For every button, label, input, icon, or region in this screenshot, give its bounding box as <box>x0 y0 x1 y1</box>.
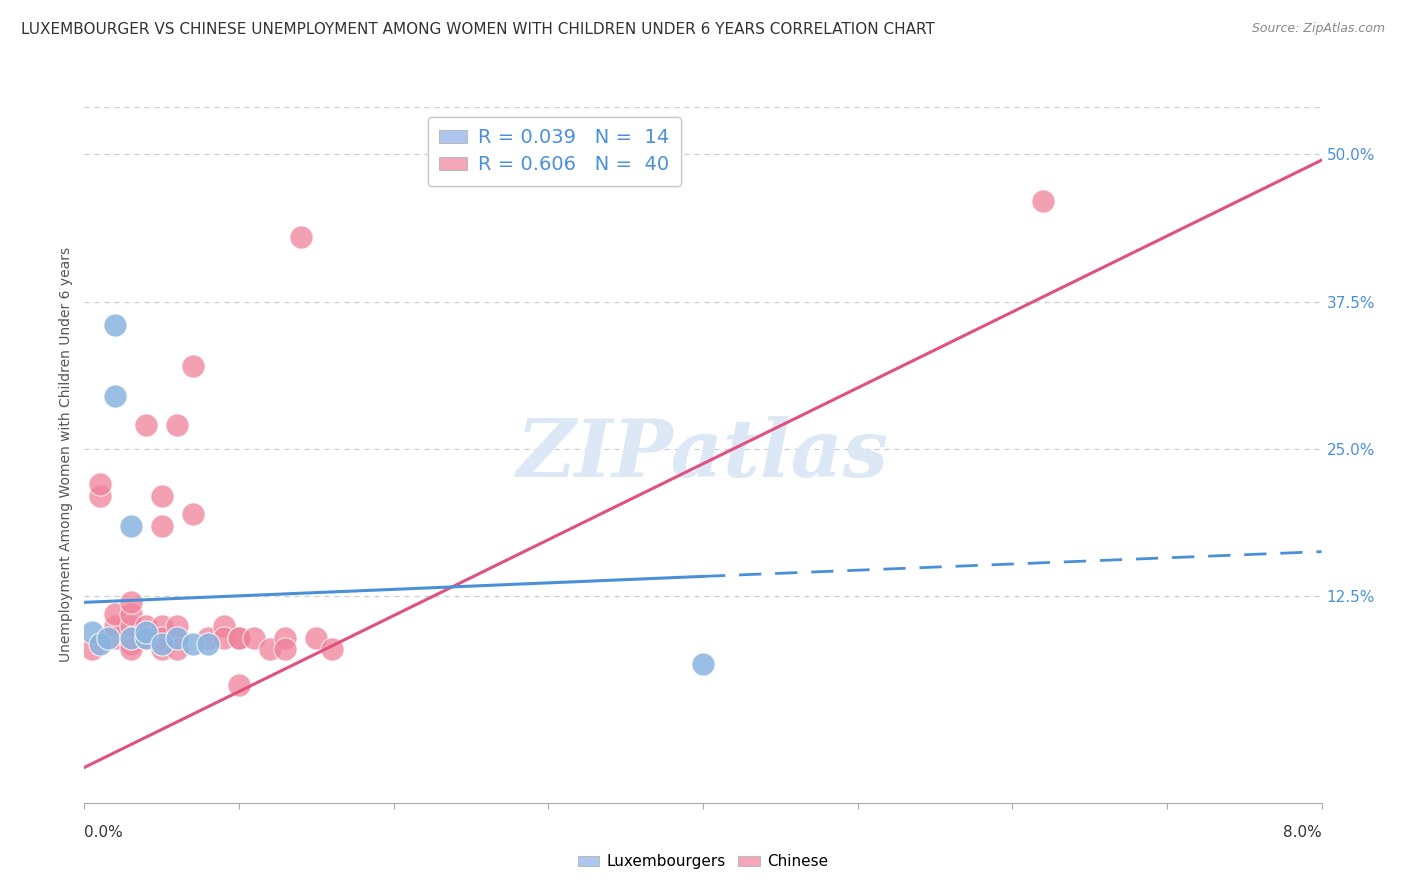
Point <box>290 229 312 244</box>
Text: LUXEMBOURGER VS CHINESE UNEMPLOYMENT AMONG WOMEN WITH CHILDREN UNDER 6 YEARS COR: LUXEMBOURGER VS CHINESE UNEMPLOYMENT AMO… <box>21 22 935 37</box>
Point <box>181 507 204 521</box>
Point <box>197 637 219 651</box>
Point <box>120 619 142 633</box>
Point <box>104 389 127 403</box>
Point <box>166 642 188 657</box>
Point <box>166 418 188 433</box>
Point <box>243 631 266 645</box>
Point <box>120 631 142 645</box>
Point <box>321 642 343 657</box>
Point <box>228 678 250 692</box>
Point <box>135 624 157 639</box>
Point <box>135 631 157 645</box>
Point <box>150 489 173 503</box>
Point <box>120 637 142 651</box>
Point <box>150 518 173 533</box>
Point <box>212 619 235 633</box>
Text: ZIPatlas: ZIPatlas <box>517 417 889 493</box>
Point <box>89 637 111 651</box>
Point <box>120 518 142 533</box>
Point <box>166 619 188 633</box>
Point <box>150 642 173 657</box>
Point <box>82 642 104 657</box>
Point <box>89 489 111 503</box>
Legend: R = 0.039   N =  14, R = 0.606   N =  40: R = 0.039 N = 14, R = 0.606 N = 40 <box>427 117 682 186</box>
Text: Source: ZipAtlas.com: Source: ZipAtlas.com <box>1251 22 1385 36</box>
Legend: Luxembourgers, Chinese: Luxembourgers, Chinese <box>572 848 834 875</box>
Point <box>135 631 157 645</box>
Point <box>274 642 297 657</box>
Point <box>150 631 173 645</box>
Point <box>135 619 157 633</box>
Point <box>1032 194 1054 209</box>
Point <box>228 631 250 645</box>
Point <box>274 631 297 645</box>
Point <box>104 631 127 645</box>
Text: 0.0%: 0.0% <box>84 825 124 840</box>
Point <box>166 631 188 645</box>
Point <box>259 642 281 657</box>
Point <box>89 477 111 491</box>
Point <box>197 631 219 645</box>
Point <box>181 637 204 651</box>
Point <box>212 631 235 645</box>
Point <box>104 607 127 621</box>
Point <box>135 418 157 433</box>
Point <box>150 637 173 651</box>
Y-axis label: Unemployment Among Women with Children Under 6 years: Unemployment Among Women with Children U… <box>59 247 73 663</box>
Text: 8.0%: 8.0% <box>1282 825 1322 840</box>
Point <box>120 595 142 609</box>
Point <box>120 642 142 657</box>
Point <box>96 631 120 645</box>
Point <box>104 318 127 333</box>
Point <box>305 631 328 645</box>
Point <box>181 359 204 374</box>
Point <box>104 619 127 633</box>
Point <box>135 631 157 645</box>
Point <box>692 657 714 671</box>
Point <box>120 607 142 621</box>
Point <box>228 631 250 645</box>
Point <box>82 624 104 639</box>
Point <box>150 619 173 633</box>
Point <box>166 631 188 645</box>
